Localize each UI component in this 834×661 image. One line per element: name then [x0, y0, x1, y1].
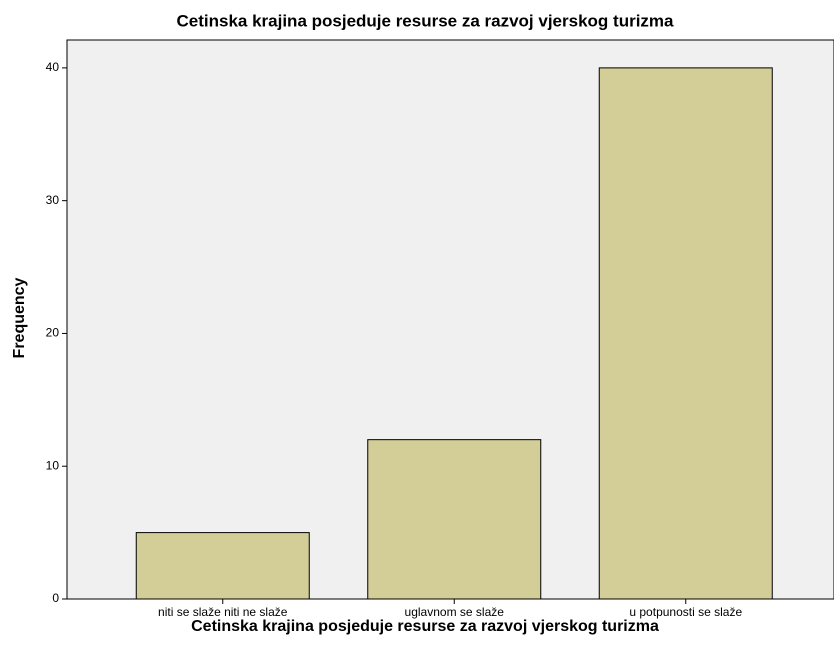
- y-tick-label: 40: [46, 60, 60, 74]
- y-tick-label: 20: [46, 326, 60, 340]
- bar: [598, 67, 773, 600]
- y-tick-label: 0: [52, 591, 59, 605]
- bar: [367, 439, 542, 600]
- x-tick-label: niti se slaže niti ne slaže: [158, 605, 288, 619]
- y-tick-label: 10: [46, 458, 60, 472]
- x-axis-label: Cetinska krajina posjeduje resurse za ra…: [191, 618, 659, 635]
- x-tick-label: uglavnom se slaže: [405, 605, 505, 619]
- x-tick-label: u potpunosti se slaže: [629, 605, 742, 619]
- bar: [135, 532, 310, 600]
- y-axis-label: Frequency: [11, 277, 28, 358]
- y-tick-label: 30: [46, 193, 60, 207]
- chart-title: Cetinska krajina posjeduje resurse za ra…: [177, 11, 675, 30]
